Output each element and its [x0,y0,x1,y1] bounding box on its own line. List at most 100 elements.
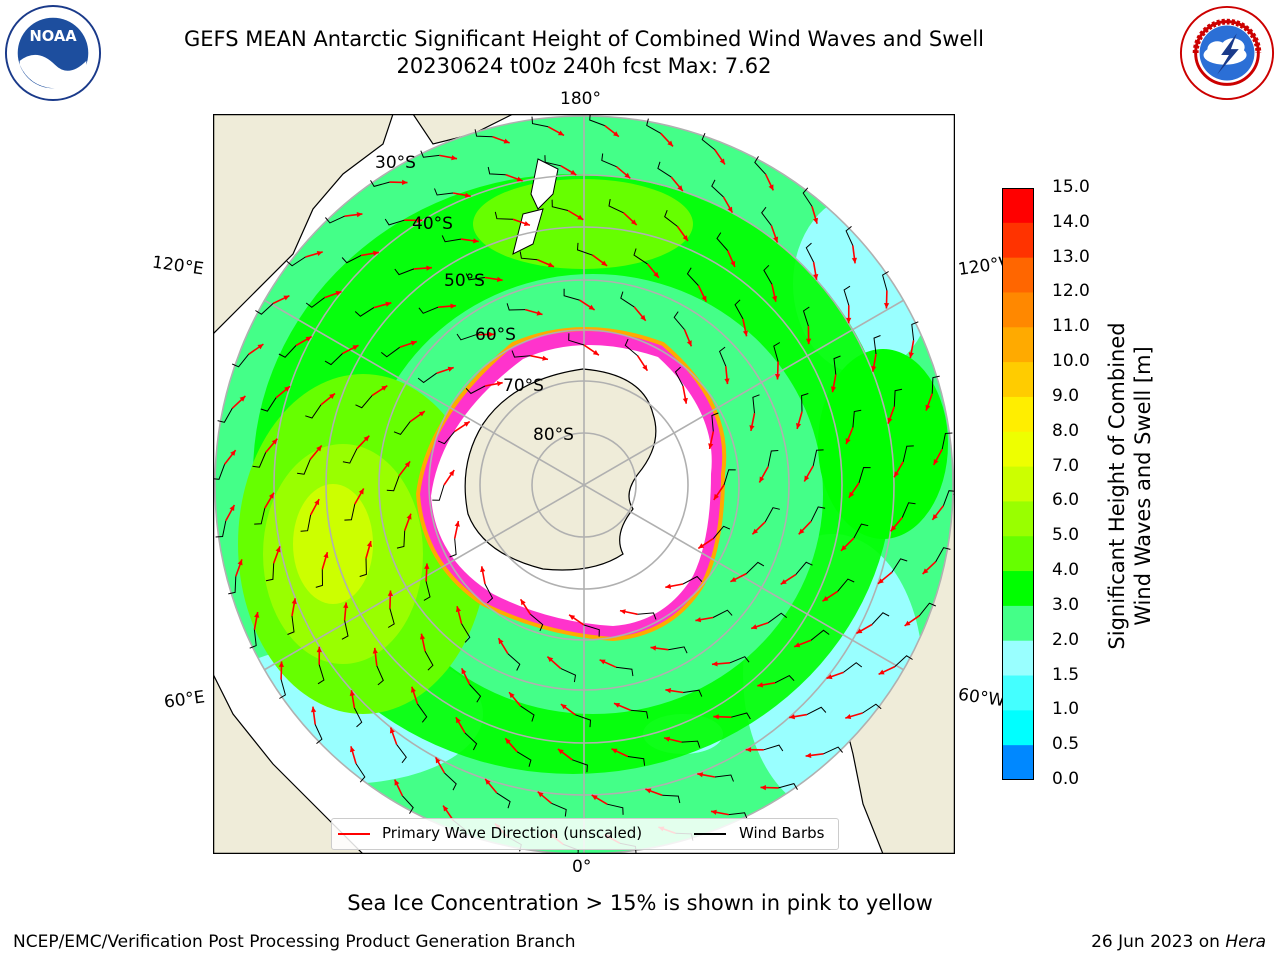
wind-barb [607,803,624,815]
wind-barb [576,242,593,256]
colorbar-bin [1002,431,1034,468]
wave-direction-arrowhead [640,314,646,321]
colorbar-label-line1: Significant Height of Combined [1105,322,1129,650]
wave-direction-arrowhead [856,628,863,634]
wave-direction-arrowhead [358,488,364,495]
wave-direction-arrowhead [932,514,938,520]
wave-direction-arrowhead [701,295,707,302]
wave-direction-arrowhead [278,661,284,667]
wave-direction-arrowhead [464,192,471,198]
wave-direction-arrowhead [411,686,416,693]
wave-direction-arrowhead [505,738,511,745]
lat-label-70s: 70°S [503,376,544,396]
wind-barb [354,307,375,317]
wind-barb [823,746,843,755]
wave-direction-arrowhead [645,788,652,794]
wave-direction-arrowhead [271,438,278,445]
wind-barb [560,668,577,683]
wind-barb [387,608,395,628]
wave-direction-arrowhead [682,235,688,241]
wind-barb [456,333,477,341]
noaa-logo: NOAA [4,4,102,102]
wind-barb [575,714,592,728]
wave-direction-arrowhead [591,795,598,801]
wave-direction-arrowhead [686,340,692,347]
wind-barb [731,712,751,720]
wave-direction-arrowhead [485,779,491,785]
wave-direction-arrows [213,114,955,854]
wind-barb [802,306,810,327]
wave-direction-arrowhead [773,236,779,243]
wave-direction-arrowhead [542,355,548,361]
wave-direction-arrowhead [316,445,322,452]
wave-direction-arrowhead [558,130,564,136]
colorbar-label-line2: Wind Waves and Swell [m] [1131,346,1155,626]
wave-direction-arrowhead [884,303,890,309]
wind-barb [568,333,585,346]
colorbar-tick-label: 15.0 [1052,177,1090,197]
wave-direction-arrowhead [614,703,620,708]
colorbar [1002,188,1034,780]
wind-barb [449,538,457,558]
wind-barb [919,602,937,617]
colorbar-tick-label: 1.0 [1052,699,1080,720]
wave-direction-arrowhead [343,602,349,609]
wave-direction-arrowhead [381,385,388,391]
footer-date-text: 26 Jun 2023 on [1091,932,1226,952]
wave-direction-arrowhead [349,690,355,696]
lat-label-50s: 50°S [444,271,485,291]
wind-barb [231,353,249,368]
colorbar-tick-label: 1.5 [1052,664,1080,685]
wind-barb [862,703,882,714]
wind-barb [729,656,750,664]
wave-direction-arrowhead [712,661,718,667]
wind-barb [767,450,779,467]
lon-label-0: 0° [572,857,592,877]
wind-barb [423,581,431,601]
wave-direction-arrowhead [410,340,417,346]
wind-barb [572,759,588,773]
wind-barb [837,578,855,592]
wave-direction-arrowhead [751,624,758,630]
wave-direction-arrowhead [516,176,523,182]
wind-barb [806,706,827,716]
wind-barb [657,161,672,178]
wind-barb [516,751,532,767]
wind-barb [858,466,871,483]
wave-direction-arrowhead [426,265,432,271]
wind-barb [359,558,367,577]
wind-barb [662,794,681,804]
wind-barb [254,508,266,525]
wind-barb [278,345,297,358]
colorbar-bin [1002,362,1034,398]
wind-barb [833,355,841,375]
wind-barb [734,299,744,319]
wind-barb [380,346,400,358]
wave-direction-arrowhead [730,577,737,582]
new-zealand [512,158,559,255]
wind-barb [714,774,734,782]
wave-direction-arrowhead [708,443,714,449]
wave-direction-arrowhead [804,475,810,482]
wave-direction-arrowhead [450,303,456,309]
colorbar-tick-label: 0.5 [1052,734,1080,755]
wave-direction-arrowhead [752,528,759,535]
colorbar-tick-label: 12.0 [1052,281,1090,302]
colorbar-tick-label: 7.0 [1052,455,1080,476]
wind-barb [763,264,773,285]
lat-label-80s: 80°S [533,425,574,445]
wind-barb [444,772,457,791]
wind-barb [763,744,784,752]
wave-direction-arrowhead [775,374,781,380]
wave-direction-arrowhead [557,749,564,755]
wave-direction-arrowhead [366,541,372,547]
graticule [214,115,954,854]
colorbar-bin [1002,222,1034,259]
colorbar-bin [1002,536,1034,572]
wave-direction-arrowhead [254,612,260,618]
wind-barb [315,569,324,588]
wind-barb [682,575,703,585]
nws-logo [1179,5,1275,101]
wave-direction-arrowhead [451,155,457,161]
wave-direction-arrowhead [498,638,504,645]
